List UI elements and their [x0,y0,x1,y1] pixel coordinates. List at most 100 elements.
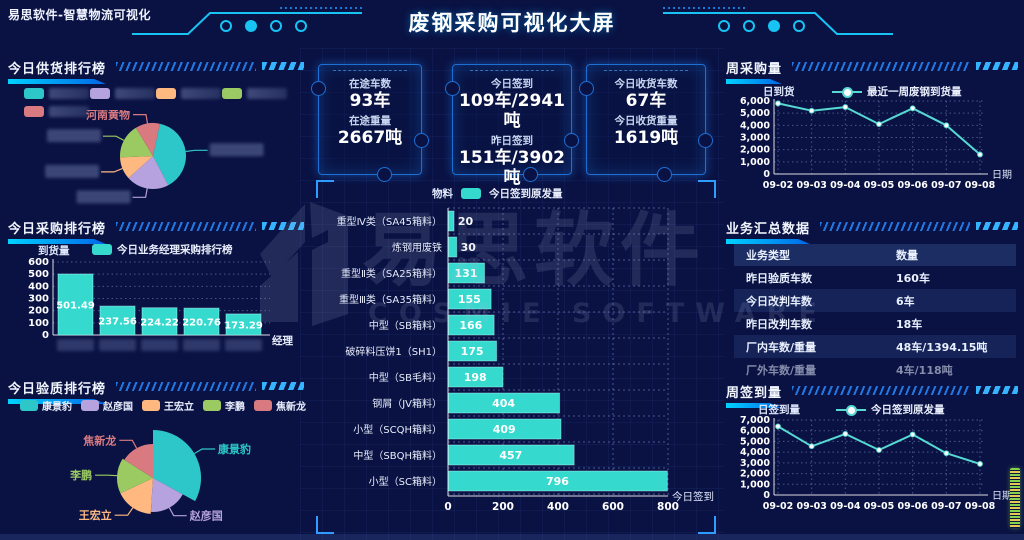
stat-label: 今日收货车数 [614,78,678,90]
stat-label: 今日收货重量 [614,115,678,127]
x-tick-label: 09-08 [965,180,996,191]
panel-title-left: 今日验质排行榜 [8,378,106,404]
category-label: 中型（SB毛料） [369,371,442,384]
data-point [775,100,781,107]
x-tick-label: 09-06 [897,180,928,191]
summary-table: 业务类型 数量 昨日验质车数 160车 今日改判车数 6车 昨日改判车数 18车 厂内车数/… [734,244,1016,381]
table-row: 厂外车数/重量 4车/118吨 [734,358,1016,381]
bar [57,273,94,336]
x-tick-label: 0 [444,501,451,513]
panel-summary-title: 业务汇总数据 [726,218,1018,238]
y-tick-label: 1,000 [740,479,770,490]
title-dots [976,62,1018,70]
x-tick-label: 09-02 [763,180,793,191]
legend-item: 焦新龙 [254,398,306,413]
category-label: 重型Ⅲ类（SA35箱料） [339,293,442,306]
purchase-legend: 今日业务经理采购排行榜 [92,242,233,257]
weekly-purchase-legend: 最近一周废钢到货量 [832,84,962,99]
column-header: 业务类型 [746,249,790,262]
x-tick-label: 09-03 [796,501,826,512]
y-tick-label: 2,000 [740,145,770,156]
panel-purchase-title: 今日采购排行榜 [8,218,304,238]
cell-business-type: 厂内车数/重量 [746,340,817,354]
panel-title-text: 今日供货排行榜 [8,62,107,77]
notch [377,167,393,182]
y-tick-label: 2,000 [740,469,770,480]
purchase-y-axis-name: 到货量 [38,245,70,257]
stat-box-in-transit: 在途车数 93车 在途重量 2667吨 [311,64,429,182]
pie-slice [124,444,153,478]
stat-label: 在途车数 [349,78,391,90]
pie-label: 王宏立 [79,508,112,522]
bar [225,313,262,336]
pie-slice [120,156,153,179]
notch [414,133,429,148]
table-row: 昨日验质车数 160车 [734,266,1016,289]
header-deco-left-icon [132,7,362,35]
cell-quantity: 4车/118吨 [896,363,953,377]
bar [448,444,575,466]
notch [311,81,326,96]
pie-label-line [103,135,125,141]
legend-swatch-icon [90,88,110,99]
cell-business-type: 今日改判车数 [746,294,812,308]
y-tick-label: 100 [28,318,49,329]
pie-slice [120,478,153,514]
pie-label-line [185,149,208,153]
bar-value-label: 131 [455,267,478,280]
pie-label-line [119,439,138,449]
level-meter [1010,468,1020,528]
notch [564,133,579,148]
legend-swatch-icon [24,88,44,99]
stat-value: 2667吨 [337,128,403,148]
panel-title-text: 今日验质排行榜 [8,382,107,397]
redacted-x-label [57,339,94,351]
pie-label-line [168,507,187,517]
y-tick-label: 6,000 [740,426,770,437]
stat-value: 1619吨 [613,128,679,148]
data-point [909,431,916,438]
pie-slice [128,156,169,189]
legend-label: 康景豹 [42,402,72,413]
table-body: 昨日验质车数 160车 今日改判车数 6车 昨日改判车数 18车 厂内车数/重量 48车/13… [734,266,1016,381]
page-title: 废钢采购可视化大屏 [408,11,616,35]
legend-swatch-icon [156,88,176,99]
y-tick-label: 0 [763,490,770,501]
category-label: 小型（SC箱料） [369,475,442,488]
redacted-label [181,88,221,99]
pie-label-line [95,474,118,477]
data-point [842,431,849,437]
x-tick-label: 09-04 [830,180,861,191]
stat-value: 67车 [625,91,667,111]
table-header-row: 业务类型 数量 [734,244,1016,266]
bar [183,307,220,336]
data-point [943,450,950,457]
y-tick-label: 0 [42,330,49,341]
pie-slice [119,127,153,158]
redacted-label [115,88,155,99]
legend-item [24,104,90,119]
data-point [909,105,916,112]
category-label: 钢屑（JV箱料） [372,397,442,410]
legend-label: 赵彦国 [103,402,133,413]
notch [656,167,672,182]
legend-label: 焦新龙 [276,402,306,413]
bar-value-label: 220.76 [182,318,221,329]
x-tick-label: 09-08 [965,501,996,512]
data-point [876,447,882,453]
bar-value-label: 224.22 [140,317,179,328]
redacted-label [49,88,89,99]
legend-swatch-icon [81,400,99,411]
panel-supply-title: 今日供货排行榜 [8,58,304,78]
purchase-legend-label: 今日业务经理采购排行榜 [117,244,233,256]
title-dots [976,386,1018,394]
redacted-x-label [141,339,178,351]
pie-slice [153,123,186,186]
y-tick-label: 3,000 [740,133,770,144]
legend-swatch-icon [203,400,221,411]
cell-business-type: 昨日验质车数 [746,271,812,285]
pie-slice [150,478,183,512]
bar-value-label: 166 [459,319,482,332]
stat-value: 151车/3902吨 [458,148,565,188]
